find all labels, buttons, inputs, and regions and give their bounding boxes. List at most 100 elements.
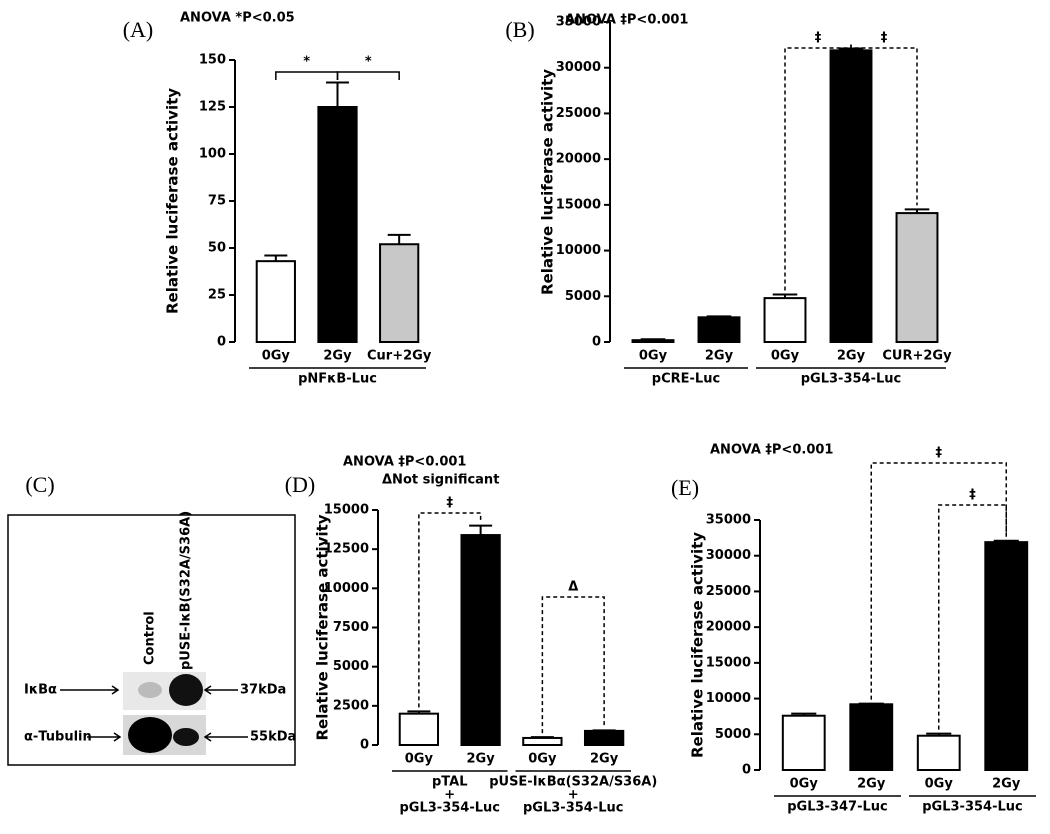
- significance-bracket: [938, 504, 1007, 730]
- x-tick-label: Cur+2Gy: [367, 349, 432, 364]
- significance-bracket: [418, 512, 482, 708]
- significance-bracket: [336, 71, 400, 80]
- x-tick-label: 2Gy: [992, 777, 1021, 792]
- protein-label: IκBα: [24, 683, 57, 698]
- group-label: pTAL: [432, 775, 468, 790]
- bar: [697, 316, 741, 344]
- bar: [522, 736, 563, 747]
- y-tick-label: 35000: [706, 513, 751, 528]
- arrow: [203, 685, 238, 695]
- blot-band: [138, 682, 162, 698]
- group-label: pNFκB-Luc: [298, 372, 377, 387]
- y-tick-label: 20000: [706, 620, 751, 635]
- significance-bracket: [275, 71, 339, 80]
- y-tick-label: 5000: [565, 289, 601, 304]
- y-tick-label: 0: [217, 335, 226, 350]
- bar: [460, 534, 501, 746]
- significance-label: ‡: [936, 446, 943, 461]
- significance-label: *: [365, 55, 372, 70]
- significance-bracket: [850, 44, 918, 206]
- y-tick-label: 75: [208, 194, 226, 209]
- x-tick-label: 2Gy: [323, 349, 352, 364]
- significance-label: Δ: [568, 580, 578, 595]
- group-label: pUSE-IκBα(S32A/S36A): [489, 775, 657, 790]
- group-label: +: [568, 788, 579, 803]
- significance-label: ‡: [881, 31, 888, 46]
- annotation: ANOVA *P<0.05: [180, 11, 295, 26]
- y-tick-label: 7500: [333, 620, 369, 635]
- x-tick-label: 0Gy: [925, 777, 954, 792]
- y-axis-label: Relative luciferase activity: [539, 69, 557, 295]
- y-tick-label: 25000: [556, 106, 601, 121]
- y-tick-label: 150: [199, 53, 226, 68]
- y-tick-label: 30000: [706, 548, 751, 563]
- y-tick-label: 15000: [706, 655, 751, 670]
- y-tick-label: 10000: [556, 243, 601, 258]
- bar: [631, 339, 675, 343]
- bar: [849, 703, 894, 771]
- group-label: pGL3-347-Luc: [787, 800, 887, 815]
- x-tick-label: 2Gy: [857, 777, 886, 792]
- y-tick-label: 20000: [556, 152, 601, 167]
- panel-label: (B): [505, 17, 534, 42]
- x-tick-label: 0Gy: [790, 777, 819, 792]
- y-tick-label: 100: [199, 147, 226, 162]
- y-tick-label: 2500: [333, 698, 369, 713]
- group-label: pGL3-354-Luc: [400, 801, 500, 816]
- y-tick-label: 5000: [715, 727, 751, 742]
- bar: [763, 297, 807, 344]
- bar: [317, 106, 358, 343]
- y-tick-label: 10000: [324, 581, 369, 596]
- bar: [379, 243, 420, 344]
- significance-label: ‡: [969, 488, 976, 503]
- annotation: ANOVA ‡P<0.001: [343, 455, 466, 470]
- y-tick-label: 50: [208, 241, 226, 256]
- size-label: 37kDa: [240, 683, 286, 698]
- group-label: pCRE-Luc: [652, 372, 720, 387]
- blot-frame: [7, 514, 296, 766]
- annotation: ΔNot significant: [382, 473, 499, 488]
- bar: [255, 260, 296, 343]
- y-tick-label: 15000: [556, 197, 601, 212]
- group-label: pGL3-354-Luc: [523, 801, 623, 816]
- panel-label: (E): [671, 475, 699, 500]
- y-tick-label: 0: [742, 763, 751, 778]
- y-tick-label: 10000: [706, 691, 751, 706]
- y-tick-label: 25000: [706, 584, 751, 599]
- group-label: pGL3-354-Luc: [922, 800, 1022, 815]
- group-label: +: [444, 788, 455, 803]
- bar: [984, 541, 1029, 772]
- panel-label: (D): [285, 472, 316, 497]
- bar: [398, 712, 440, 747]
- y-tick-label: 25: [208, 288, 226, 303]
- y-tick-label: 5000: [333, 659, 369, 674]
- y-tick-label: 0: [592, 335, 601, 350]
- y-axis-label: Relative luciferase activity: [689, 532, 707, 758]
- y-tick-label: 35000: [556, 15, 601, 30]
- x-tick-label: 2Gy: [837, 349, 866, 364]
- y-tick-label: 12500: [324, 542, 369, 557]
- panel-label: (A): [123, 17, 154, 42]
- lane-label: Control: [143, 611, 158, 665]
- panel-label: (C): [25, 472, 54, 497]
- y-tick-label: 125: [199, 100, 226, 115]
- x-tick-label: 0Gy: [639, 349, 668, 364]
- y-tick-label: 15000: [324, 503, 369, 518]
- x-tick-label: 0Gy: [262, 349, 291, 364]
- arrow: [60, 685, 120, 695]
- x-tick-label: 2Gy: [467, 752, 496, 767]
- size-label: 55kDa: [250, 730, 296, 745]
- annotation: ANOVA ‡P<0.001: [565, 13, 688, 28]
- significance-label: ‡: [815, 31, 822, 46]
- x-tick-label: 2Gy: [590, 752, 619, 767]
- protein-label: α-Tubulin: [24, 730, 92, 745]
- blot-band: [173, 728, 199, 746]
- bar: [781, 714, 826, 772]
- annotation: ANOVA ‡P<0.001: [710, 443, 833, 458]
- y-tick-label: 0: [360, 738, 369, 753]
- bar: [829, 49, 873, 343]
- blot-band: [169, 674, 203, 706]
- significance-label: *: [303, 55, 310, 70]
- x-tick-label: 0Gy: [528, 752, 557, 767]
